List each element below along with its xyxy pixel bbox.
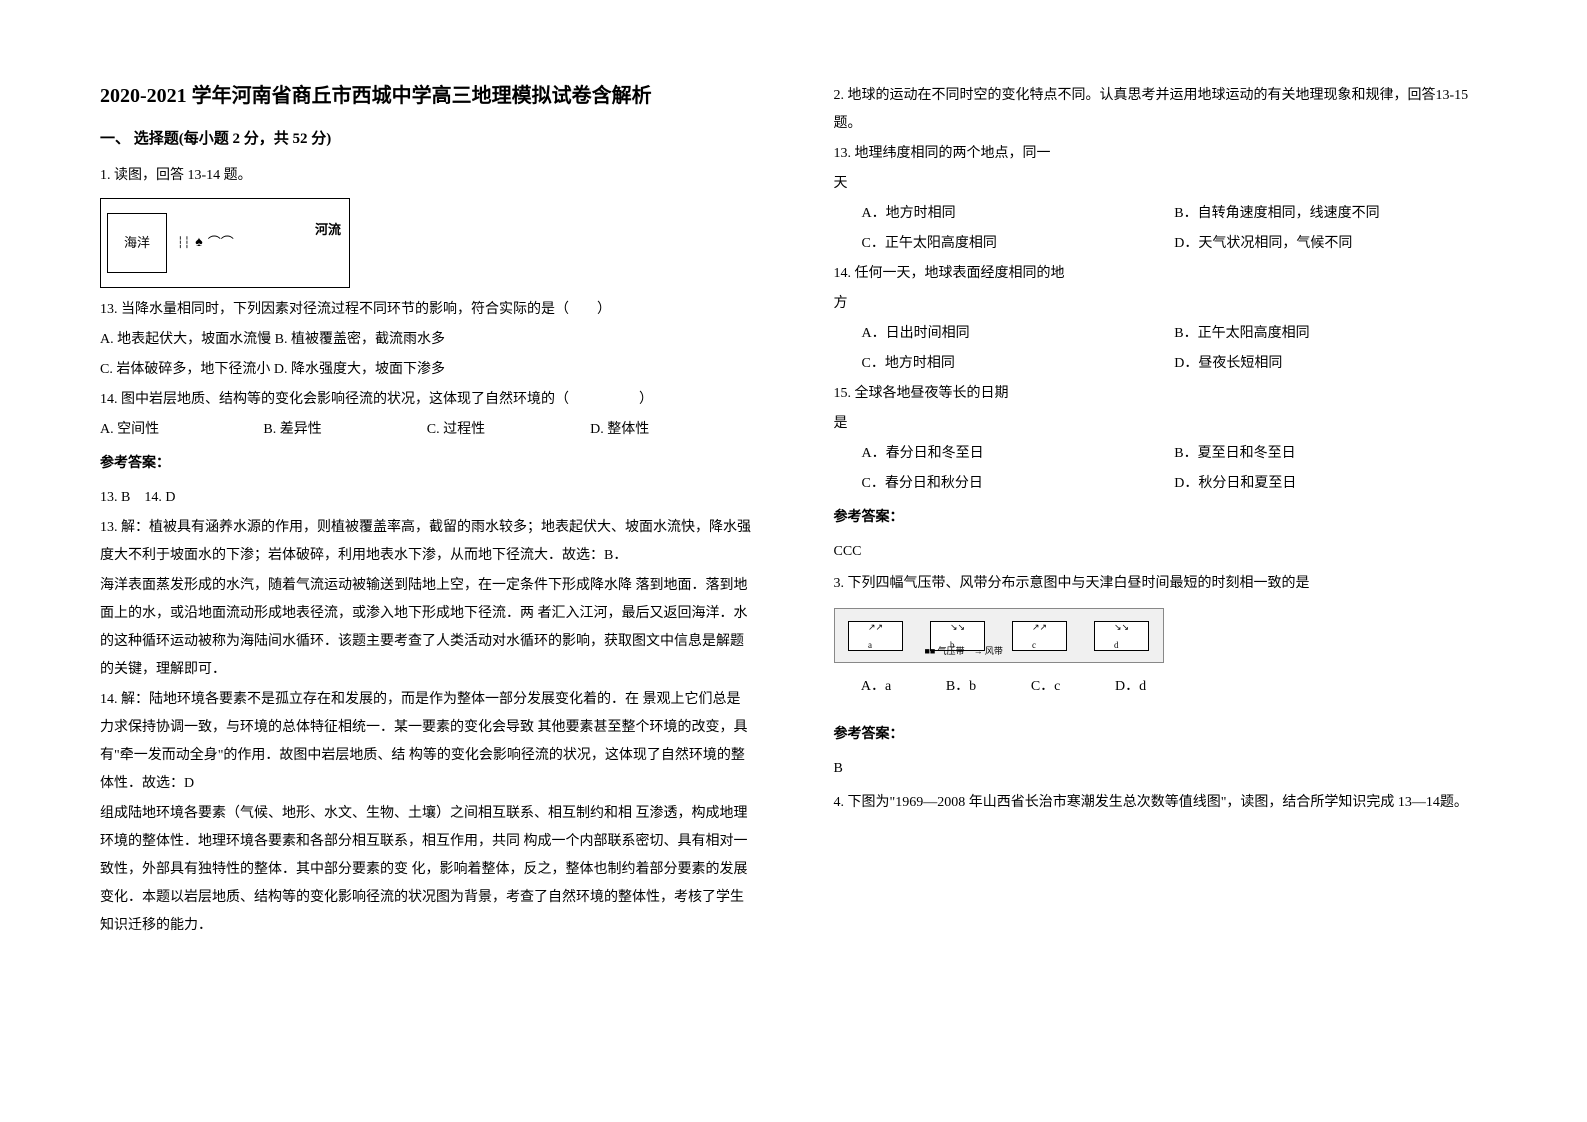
q14-opt-c: C. 过程性 xyxy=(427,416,590,444)
q2-q14-row1: A．日出时间相同 B．正午太阳高度相同 xyxy=(834,320,1488,348)
q3-opt-d: D．d xyxy=(1115,673,1146,701)
q14-opt-a: A. 空间性 xyxy=(100,416,263,444)
tree-icon: ♠ xyxy=(195,229,202,257)
q14-stem: 14. 图中岩层地质、结构等的变化会影响径流的状况，这体现了自然环境的（ ） xyxy=(100,386,754,414)
q14-expl-p1: 14. 解：陆地环境各要素不是孤立存在和发展的，而是作为整体一部分发展变化着的．… xyxy=(100,686,754,798)
q3-stem: 3. 下列四幅气压带、风带分布示意图中与天津白昼时间最短的时刻相一致的是 xyxy=(834,570,1488,598)
q2-q15-row1: A．春分日和冬至日 B．夏至日和冬至日 xyxy=(834,440,1488,468)
q2-q13-opt-a: A．地方时相同 xyxy=(862,200,1175,228)
q2-q13-opt-b: B．自转角速度相同，线速度不同 xyxy=(1174,200,1487,228)
q2-q15-opt-b: B．夏至日和冬至日 xyxy=(1174,440,1487,468)
q2-answer: CCC xyxy=(834,538,1488,566)
q14-opt-b: B. 差异性 xyxy=(263,416,426,444)
q13-options-row2: C. 岩体破碎多，地下径流小 D. 降水强度大，坡面下渗多 xyxy=(100,356,754,384)
q13-opt-b: B. 植被覆盖密，截流雨水多 xyxy=(275,332,445,347)
q13-opt-a: A. 地表起伏大，坡面水流慢 xyxy=(100,332,271,347)
q1-answer-label: 参考答案： xyxy=(100,450,754,478)
q2-q15-opt-a: A．春分日和冬至日 xyxy=(862,440,1175,468)
q3-legend: ■■ 气压带 → 风带 xyxy=(925,642,1003,660)
q13-options-row1: A. 地表起伏大，坡面水流慢 B. 植被覆盖密，截流雨水多 xyxy=(100,326,754,354)
q3-opt-c: C．c xyxy=(1031,673,1061,701)
left-column: 2020-2021 学年河南省商丘市西城中学高三地理模拟试卷含解析 一、 选择题… xyxy=(100,80,754,1082)
q2-q14-opt-a: A．日出时间相同 xyxy=(862,320,1175,348)
q2-q13-row1: A．地方时相同 B．自转角速度相同，线速度不同 xyxy=(834,200,1488,228)
figure-ocean-box: 海洋 xyxy=(107,213,167,273)
q3-opt-b: B．b xyxy=(946,673,976,701)
q2-q13-row2: C．正午太阳高度相同 D．天气状况相同，气候不同 xyxy=(834,230,1488,258)
q2-q15-stem-1: 15. 全球各地昼夜等长的日期 xyxy=(834,380,1488,408)
q14-options: A. 空间性 B. 差异性 C. 过程性 D. 整体性 xyxy=(100,416,754,444)
figure-ocean-label: 海洋 xyxy=(124,230,150,256)
q2-q13-opt-c: C．正午太阳高度相同 xyxy=(862,230,1175,258)
q2-q14-opt-d: D．昼夜长短相同 xyxy=(1174,350,1487,378)
q2-q15-opt-c: C．春分日和秋分日 xyxy=(862,470,1175,498)
q4-stem: 4. 下图为"1969—2008 年山西省长治市寒潮发生总次数等值线图"，读图，… xyxy=(834,789,1488,817)
q13-stem: 13. 当降水量相同时，下列因素对径流过程不同环节的影响，符合实际的是（ ） xyxy=(100,296,754,324)
right-column: 2. 地球的运动在不同时空的变化特点不同。认真思考并运用地球运动的有关地理现象和… xyxy=(834,80,1488,1082)
q3-answer-label: 参考答案： xyxy=(834,721,1488,749)
q2-q15-stem-2: 是 xyxy=(834,410,1488,438)
q1-figure: 海洋 ┆┆ ♠ ⌒⌒ 河流 xyxy=(100,198,350,288)
q13-opt-d: D. 降水强度大，坡面下渗多 xyxy=(274,362,445,377)
q13-expl-p2: 海洋表面蒸发形成的水汽，随着气流运动被输送到陆地上空，在一定条件下形成降水降 落… xyxy=(100,572,754,684)
q2-q14-opt-b: B．正午太阳高度相同 xyxy=(1174,320,1487,348)
q14-expl-p2: 组成陆地环境各要素（气候、地形、水文、生物、土壤）之间相互联系、相互制约和相 互… xyxy=(100,800,754,940)
q2-q13-stem-2: 天 xyxy=(834,170,1488,198)
q2-q14-opt-c: C．地方时相同 xyxy=(862,350,1175,378)
q2-q14-stem-2: 方 xyxy=(834,290,1488,318)
q3-figure: ↗↗a ↘↘b ↗↗c ↘↘d ■■ 气压带 → 风带 xyxy=(834,608,1164,663)
exam-title: 2020-2021 学年河南省商丘市西城中学高三地理模拟试卷含解析 xyxy=(100,80,754,112)
section-1-title: 一、 选择题(每小题 2 分，共 52 分) xyxy=(100,124,754,154)
q2-q13-stem-1: 13. 地理纬度相同的两个地点，同一 xyxy=(834,140,1488,168)
q2-q14-stem-1: 14. 任何一天，地球表面经度相同的地 xyxy=(834,260,1488,288)
q2-q15-row2: C．春分日和秋分日 D．秋分日和夏至日 xyxy=(834,470,1488,498)
q1-intro: 1. 读图，回答 13-14 题。 xyxy=(100,162,754,190)
band-d: ↘↘d xyxy=(1094,621,1149,651)
q14-opt-d: D. 整体性 xyxy=(590,416,753,444)
q13-expl-p1: 13. 解：植被具有涵养水源的作用，则植被覆盖率高，截留的雨水较多；地表起伏大、… xyxy=(100,514,754,570)
q2-intro: 2. 地球的运动在不同时空的变化特点不同。认真思考并运用地球运动的有关地理现象和… xyxy=(834,82,1488,138)
runoff-icon: ⌒⌒ xyxy=(208,230,234,256)
q3-options: A．a B．b C．c D．d xyxy=(834,673,1174,701)
q3-answer: B xyxy=(834,755,1488,783)
q2-answer-label: 参考答案： xyxy=(834,504,1488,532)
q2-q15-opt-d: D．秋分日和夏至日 xyxy=(1174,470,1487,498)
q3-opt-a: A．a xyxy=(861,673,891,701)
q1-answer-short: 13. B 14. D xyxy=(100,484,754,512)
q13-opt-c: C. 岩体破碎多，地下径流小 xyxy=(100,362,270,377)
q2-q14-row2: C．地方时相同 D．昼夜长短相同 xyxy=(834,350,1488,378)
rain-icon: ┆┆ xyxy=(177,232,190,254)
band-a: ↗↗a xyxy=(848,621,903,651)
figure-river-label: 河流 xyxy=(315,217,341,243)
band-c: ↗↗c xyxy=(1012,621,1067,651)
q2-q13-opt-d: D．天气状况相同，气候不同 xyxy=(1174,230,1487,258)
